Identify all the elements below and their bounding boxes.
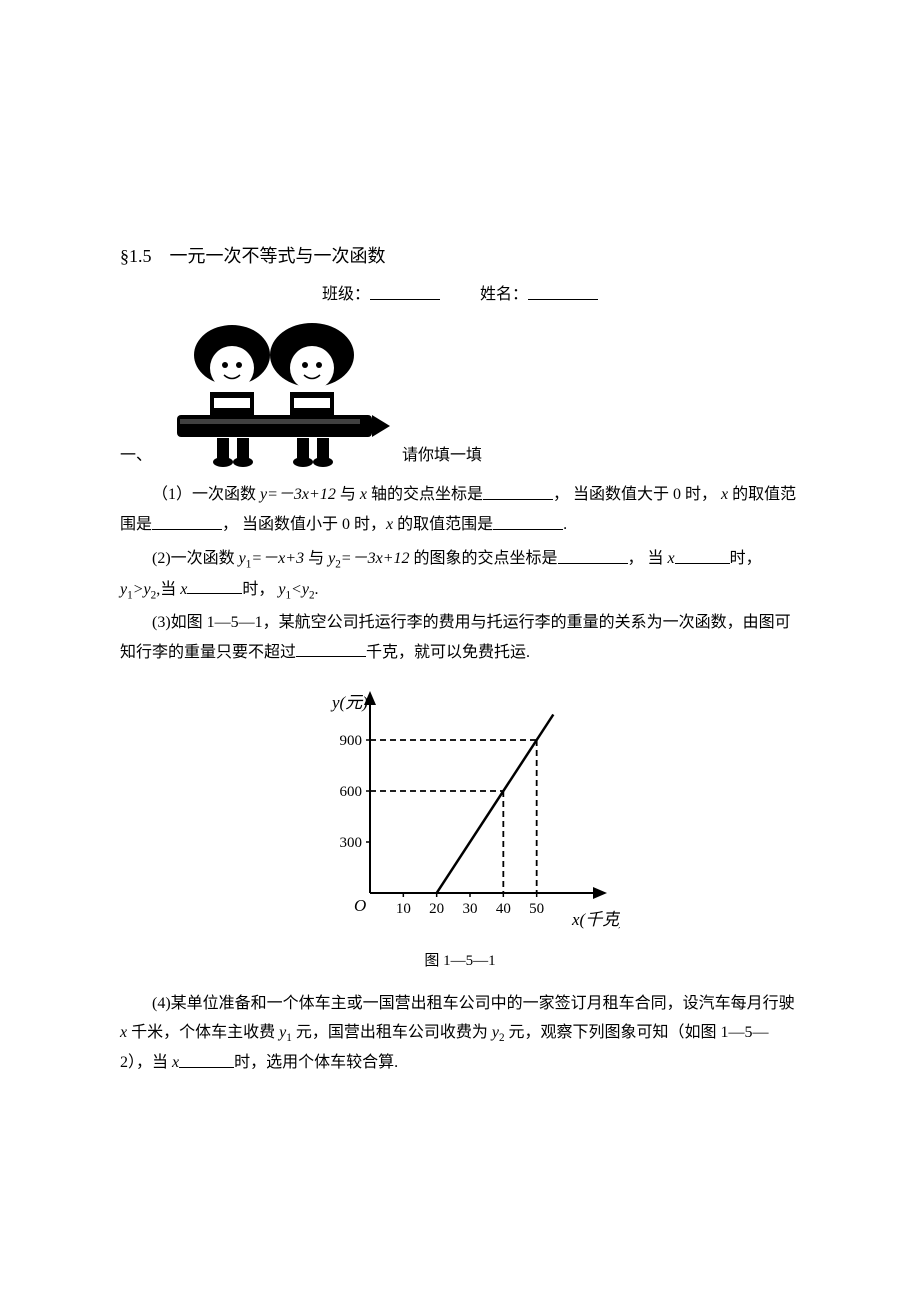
question-4: (4)某单位准备和一个体车主或一国营出租车公司中的一家签订月租车合同，设汽车每月… [120, 990, 800, 1078]
question-1: （1）一次函数 y=－3x+12 与 x 轴的交点坐标是， 当函数值大于 0 时… [120, 480, 800, 540]
q1-blank-3[interactable] [493, 510, 563, 529]
svg-text:20: 20 [429, 901, 444, 917]
q2-blank-2[interactable] [675, 544, 730, 563]
svg-text:x(千克): x(千克) [571, 910, 620, 929]
section-title-text: 一元一次不等式与一次函数 [170, 246, 386, 266]
name-blank[interactable] [528, 280, 598, 299]
svg-text:50: 50 [529, 901, 544, 917]
class-blank[interactable] [370, 280, 440, 299]
question-3: (3)如图 1—5—1，某航空公司托运行李的费用与托运行李的重量的关系为一次函数… [120, 609, 800, 668]
svg-text:40: 40 [496, 901, 511, 917]
intro-instruction: 请你填一填 [402, 442, 482, 471]
class-label: 班级： [322, 287, 370, 304]
svg-text:O: O [354, 896, 366, 915]
q3-blank-1[interactable] [296, 638, 366, 657]
intro-row: 一、 请你填一填 [120, 320, 800, 470]
name-label: 姓名： [480, 287, 528, 304]
q4-blank-1[interactable] [179, 1048, 234, 1067]
svg-text:30: 30 [463, 901, 478, 917]
section-number: §1.5 [120, 246, 152, 266]
svg-text:600: 600 [340, 784, 363, 800]
cartoon-image [162, 320, 392, 470]
svg-text:10: 10 [396, 901, 411, 917]
svg-text:300: 300 [340, 835, 363, 851]
q2-blank-1[interactable] [558, 544, 628, 563]
chart-1-5-1: 300 600 900 10 20 30 40 50 y(元) x(千克) O 图 1—5—1 [120, 683, 800, 975]
question-2: (2)一次函数 y1=－x+3 与 y2=－3x+12 的图象的交点坐标是， 当… [120, 544, 800, 605]
part-label: 一、 [120, 442, 152, 471]
svg-text:900: 900 [340, 733, 363, 749]
q1-blank-1[interactable] [483, 480, 553, 499]
svg-text:y(元): y(元) [330, 693, 368, 712]
q2-blank-3[interactable] [187, 575, 242, 594]
form-line: 班级： 姓名： [120, 280, 800, 310]
chart-caption: 图 1—5—1 [424, 948, 495, 975]
chart-svg: 300 600 900 10 20 30 40 50 y(元) x(千克) O [300, 683, 620, 943]
q1-blank-2[interactable] [152, 510, 222, 529]
